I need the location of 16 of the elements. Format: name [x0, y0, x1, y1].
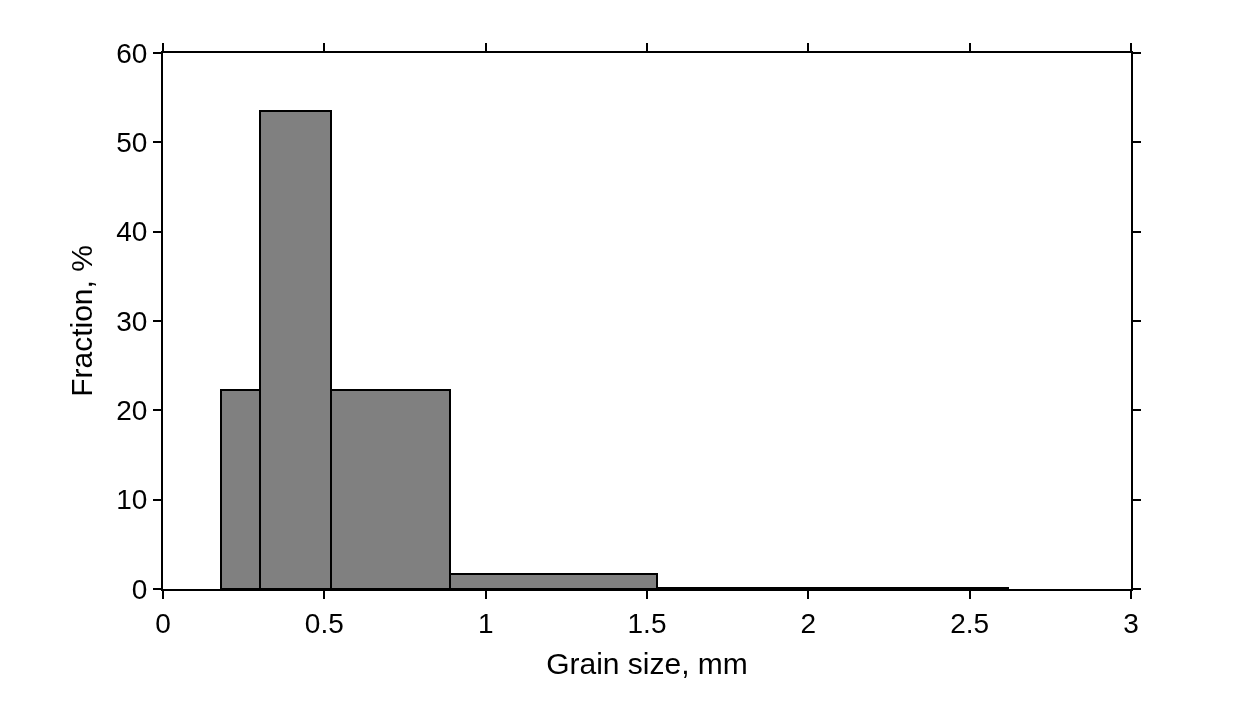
y-tick-label: 0 [131, 573, 148, 605]
x-tick-label: 2.5 [950, 607, 990, 639]
y-tick-label: 40 [116, 216, 148, 248]
x-tick-label: 2 [800, 607, 817, 639]
y-tick-label: 60 [116, 37, 148, 69]
x-axis-title: Grain size, mm [546, 646, 748, 680]
y-tick-label: 30 [116, 305, 148, 337]
x-tick-label: 0.5 [304, 607, 344, 639]
x-tick-label: 1.5 [627, 607, 667, 639]
x-tick-label: 1 [477, 607, 494, 639]
x-tick-label: 0 [155, 607, 171, 639]
x-tick-label: 3 [1123, 607, 1139, 639]
y-tick-label: 50 [116, 127, 148, 159]
y-axis-title: Fraction, % [64, 245, 98, 397]
y-tick-label: 10 [116, 484, 148, 516]
y-tick-label: 20 [116, 395, 148, 427]
